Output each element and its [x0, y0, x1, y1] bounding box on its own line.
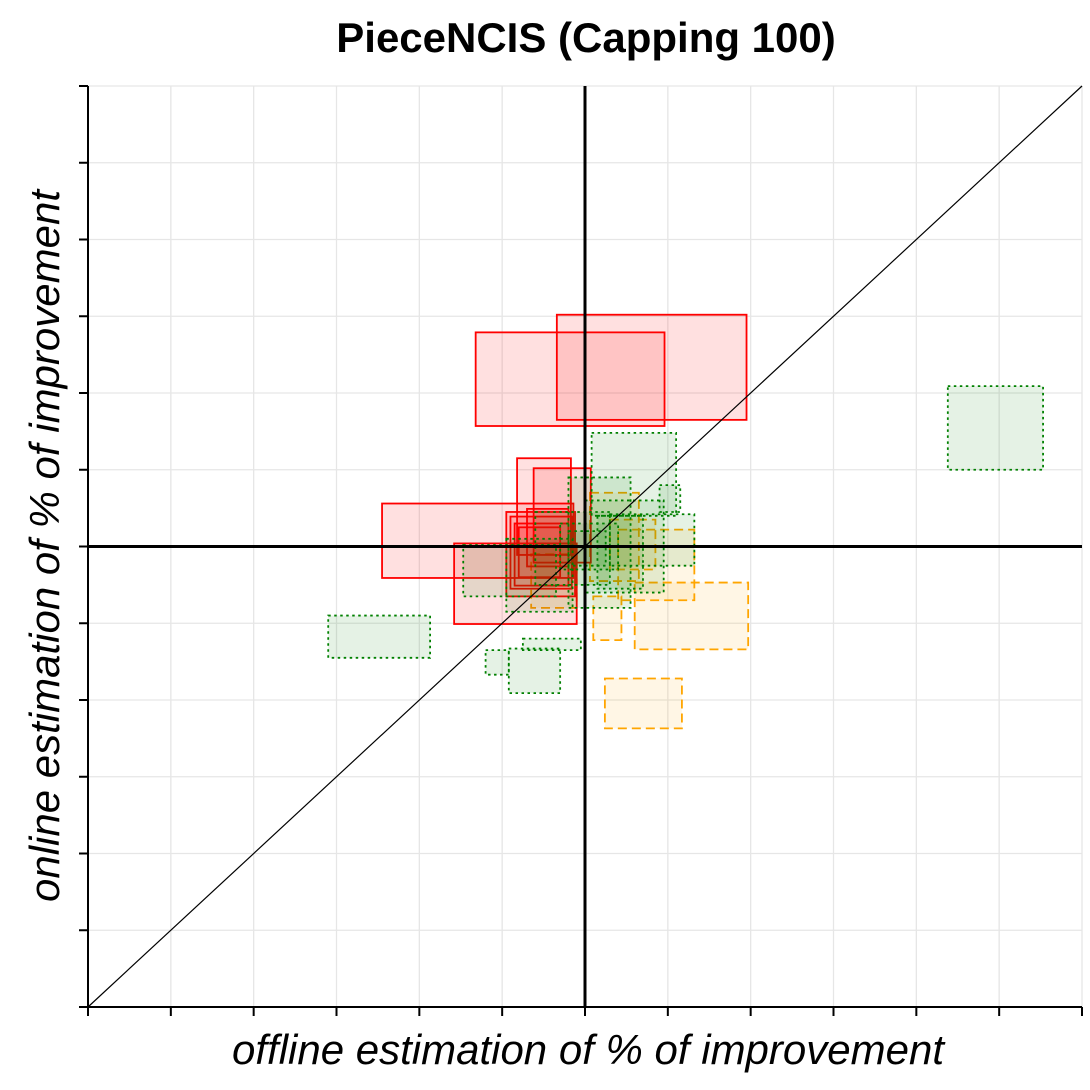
red-box [474, 331, 666, 427]
x-axis-label: offline estimation of % of improvement [232, 1026, 944, 1073]
green-box [327, 614, 432, 659]
green-box [507, 647, 562, 694]
reference-lines [87, 85, 1083, 1008]
red-box [526, 507, 570, 568]
axes [79, 85, 1083, 1016]
green-box [567, 530, 607, 567]
green-box [658, 484, 682, 513]
orange-box [633, 581, 750, 651]
orange-box [603, 677, 683, 730]
green-box [505, 537, 574, 613]
orange-box [592, 595, 623, 642]
green-box [567, 476, 632, 609]
red-box [505, 511, 576, 598]
red-box [517, 526, 562, 579]
red-box [555, 313, 748, 421]
green-box [521, 637, 582, 652]
green-box [484, 649, 510, 676]
data-boxes [327, 313, 1044, 730]
green-box [946, 385, 1044, 471]
chart-title: PieceNCIS (Capping 100) [336, 14, 836, 61]
green-box [608, 513, 696, 567]
